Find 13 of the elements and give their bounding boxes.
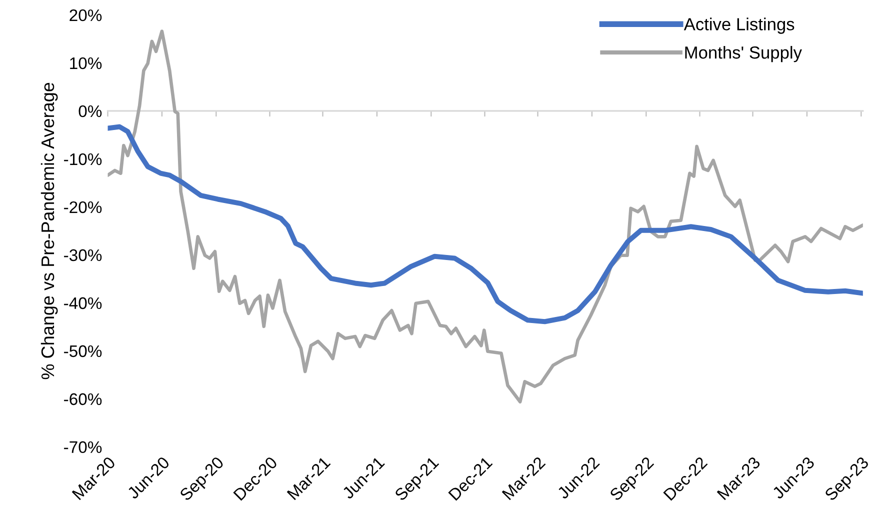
y-tick-label: -20% [64, 201, 102, 214]
legend-label: Active Listings [684, 18, 794, 34]
y-tick-label: 20% [70, 9, 102, 22]
y-axis-title: % Change vs Pre-Pandemic Average [40, 82, 58, 380]
y-tick-label: 0% [78, 105, 102, 118]
legend-label: Months' Supply [685, 46, 802, 62]
y-tick-label: -40% [64, 297, 102, 310]
y-tick-label: -10% [64, 153, 102, 166]
y-tick-label: -60% [64, 393, 102, 406]
y-tick-label: -70% [64, 441, 102, 454]
y-tick-label: -50% [64, 345, 102, 358]
y-tick-label: -30% [64, 249, 102, 262]
y-tick-label: 10% [70, 57, 102, 70]
